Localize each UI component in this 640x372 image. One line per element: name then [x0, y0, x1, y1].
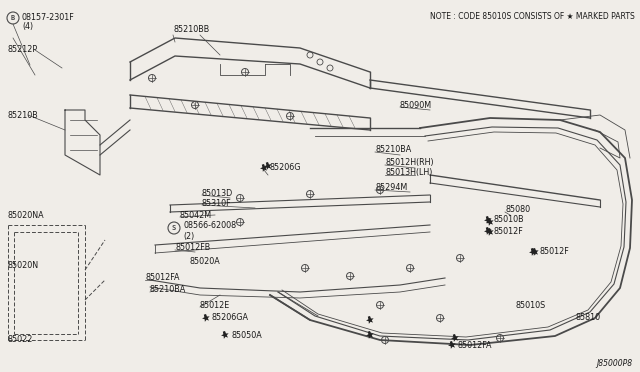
Text: 85013H(LH): 85013H(LH): [385, 169, 433, 177]
Polygon shape: [451, 334, 459, 342]
Text: 85022: 85022: [8, 336, 33, 344]
Text: 85210BA: 85210BA: [150, 285, 186, 295]
Text: (2): (2): [183, 231, 195, 241]
Polygon shape: [264, 162, 271, 170]
Polygon shape: [366, 331, 374, 339]
Text: (4): (4): [22, 22, 33, 32]
Text: 85020NA: 85020NA: [8, 211, 45, 219]
Text: 85012FA: 85012FA: [145, 273, 179, 282]
Text: 85212P: 85212P: [8, 45, 38, 55]
Polygon shape: [202, 314, 210, 322]
Text: S: S: [172, 225, 176, 231]
Text: 85012E: 85012E: [200, 301, 230, 310]
Text: 85020A: 85020A: [190, 257, 221, 266]
Polygon shape: [448, 341, 456, 349]
Text: 85310F: 85310F: [202, 199, 232, 208]
Text: 08157-2301F: 08157-2301F: [22, 13, 75, 22]
Polygon shape: [366, 316, 374, 324]
Text: 08566-62008: 08566-62008: [183, 221, 236, 231]
Text: 85080: 85080: [505, 205, 530, 215]
Text: NOTE : CODE 85010S CONSISTS OF ★ MARKED PARTS: NOTE : CODE 85010S CONSISTS OF ★ MARKED …: [430, 12, 635, 21]
Polygon shape: [221, 331, 228, 339]
Text: 85012H(RH): 85012H(RH): [385, 158, 434, 167]
Polygon shape: [529, 248, 536, 256]
Text: 85020N: 85020N: [8, 260, 39, 269]
Text: 85012F: 85012F: [494, 227, 524, 235]
Text: 85210BA: 85210BA: [375, 145, 412, 154]
Text: 85090M: 85090M: [400, 100, 432, 109]
Text: 85294M: 85294M: [375, 183, 407, 192]
Text: 85012FB: 85012FB: [175, 244, 211, 253]
Text: 85206G: 85206G: [270, 164, 301, 173]
Polygon shape: [486, 218, 493, 226]
Polygon shape: [531, 248, 539, 256]
Polygon shape: [484, 216, 492, 224]
Text: 85810: 85810: [575, 314, 600, 323]
Text: 85012F: 85012F: [539, 247, 569, 257]
Text: 85210B: 85210B: [8, 110, 39, 119]
Text: 85050A: 85050A: [231, 330, 262, 340]
Polygon shape: [484, 227, 492, 235]
Text: 85210BB: 85210BB: [173, 26, 209, 35]
Text: 85012FA: 85012FA: [458, 340, 493, 350]
Text: 85013D: 85013D: [202, 189, 233, 198]
Text: 85042M: 85042M: [180, 211, 212, 219]
Text: 85010B: 85010B: [494, 215, 525, 224]
Polygon shape: [260, 164, 268, 172]
Text: 85206GA: 85206GA: [212, 314, 249, 323]
Polygon shape: [486, 228, 493, 236]
Text: 85010S: 85010S: [515, 301, 545, 310]
Text: B: B: [11, 15, 15, 21]
Text: J85000P8: J85000P8: [596, 359, 632, 368]
